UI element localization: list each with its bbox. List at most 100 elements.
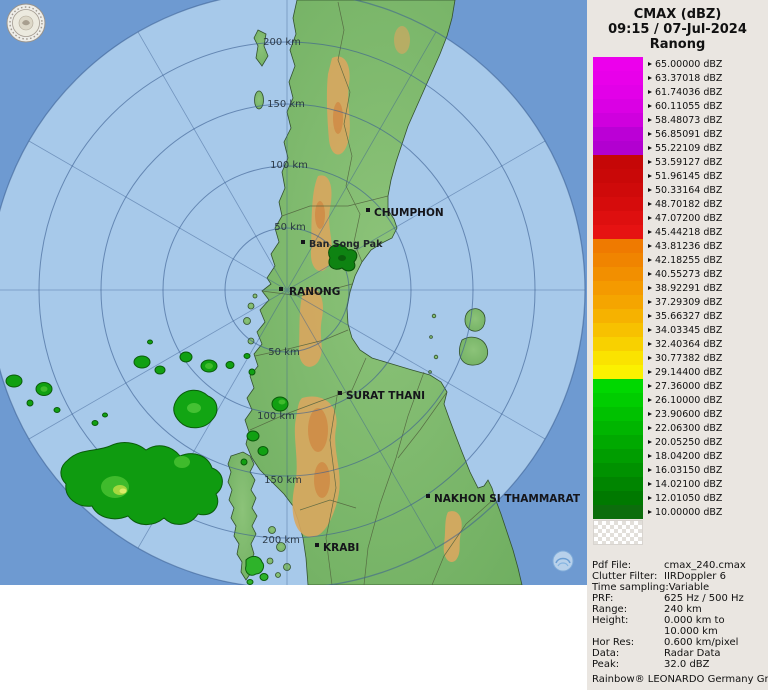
legend-swatch	[593, 99, 643, 113]
legend-swatch	[593, 197, 643, 211]
terrain-peaks	[308, 102, 343, 498]
legend-swatch	[593, 85, 643, 99]
legend-tick	[648, 132, 652, 136]
legend-tick	[648, 230, 652, 234]
range-ring-labels: 200 km 150 km 100 km 50 km 50 km 100 km 150 km…	[257, 37, 308, 546]
city-label: NAKHON SI THAMMARAT	[434, 493, 581, 505]
city-labels: CHUMPHON Ban Song Pak RANONG SURAT THANI NAK…	[279, 207, 581, 554]
legend-entry: 37.29309 dBZ	[593, 295, 722, 309]
info-panel: CMAX (dBZ) 09:15 / 07-Jul-2024 Ranong 65…	[587, 0, 768, 690]
legend-swatch	[593, 211, 643, 225]
vendor-watermark	[552, 550, 574, 572]
range-ring-label: 200 km	[262, 535, 300, 546]
legend-tick	[648, 300, 652, 304]
legend-tick	[648, 384, 652, 388]
legend-tick	[648, 76, 652, 80]
legend-value-label: 50.33164 dBZ	[655, 184, 723, 196]
legend-entry: 29.14400 dBZ	[593, 365, 722, 379]
legend-entry: 43.81236 dBZ	[593, 239, 722, 253]
legend-swatch	[593, 309, 643, 323]
city-label: RANONG	[289, 286, 340, 298]
legend-swatch	[593, 155, 643, 169]
legend-tick	[648, 160, 652, 164]
metadata-label	[592, 626, 664, 637]
legend-swatch	[593, 393, 643, 407]
islet	[247, 302, 255, 310]
legend-swatch	[593, 449, 643, 463]
legend-swatch	[593, 379, 643, 393]
metadata-row: Height: 0.000 km to	[592, 615, 764, 626]
island-samui	[464, 308, 486, 332]
legend-swatch	[593, 365, 643, 379]
city-label: SURAT THANI	[346, 390, 425, 402]
city-marker	[279, 287, 283, 291]
metadata-row: Peak: 32.0 dBZ	[592, 659, 764, 670]
island-north-2	[254, 90, 264, 110]
bay-island	[276, 542, 286, 552]
legend-tick	[648, 510, 652, 514]
legend-swatch	[593, 407, 643, 421]
legend-entry: 12.01050 dBZ	[593, 491, 722, 505]
legend-swatch	[593, 337, 643, 351]
legend-value-label: 35.66327 dBZ	[655, 310, 723, 322]
legend-swatch	[593, 281, 643, 295]
legend-swatch	[593, 477, 643, 491]
reflectivity-legend: 65.00000 dBZ 63.37018 dBZ 61.74036 dBZ 60.1…	[593, 57, 722, 545]
legend-tick	[648, 342, 652, 346]
island-north-1	[253, 29, 269, 67]
vendor-credit: Rainbow® LEONARDO Germany GmbH	[592, 674, 768, 685]
legend-value-label: 38.92291 dBZ	[655, 282, 723, 294]
legend-value-label: 18.04200 dBZ	[655, 450, 723, 462]
legend-value-label: 27.36000 dBZ	[655, 380, 723, 392]
legend-tick	[648, 90, 652, 94]
islet	[431, 313, 437, 319]
legend-entry: 22.06300 dBZ	[593, 421, 722, 435]
legend-value-label: 37.29309 dBZ	[655, 296, 723, 308]
legend-tick	[648, 468, 652, 472]
range-ring-label: 100 km	[257, 411, 295, 422]
legend-value-label: 47.07200 dBZ	[655, 212, 723, 224]
metadata-value: IIRDoppler 6	[664, 571, 726, 582]
legend-entry: 42.18255 dBZ	[593, 253, 722, 267]
legend-tick	[648, 440, 652, 444]
metadata-label: Hor Res:	[592, 637, 635, 648]
legend-tick	[648, 258, 652, 262]
legend-swatch	[593, 57, 643, 71]
city-marker	[301, 240, 305, 244]
product-datetime: 09:15 / 07-Jul-2024	[608, 22, 747, 37]
legend-entry: 30.77382 dBZ	[593, 351, 722, 365]
legend-entry: 20.05250 dBZ	[593, 435, 722, 449]
legend-swatch	[593, 225, 643, 239]
bay-island	[268, 526, 276, 534]
legend-entry: 23.90600 dBZ	[593, 407, 722, 421]
legend-value-label: 40.55273 dBZ	[655, 268, 723, 280]
metadata-value: 10.000 km	[664, 626, 718, 637]
legend-value-label: 63.37018 dBZ	[655, 72, 723, 84]
metadata-row: PRF: 625 Hz / 500 Hz	[592, 593, 764, 604]
city-marker	[426, 494, 430, 498]
metadata-label: Time sampling:	[592, 582, 669, 593]
legend-entry: 50.33164 dBZ	[593, 183, 722, 197]
legend-value-label: 12.01050 dBZ	[655, 492, 723, 504]
scan-metadata: Pdf File: cmax_240.cmax Clutter Filter: IIR…	[592, 560, 768, 685]
legend-value-label: 30.77382 dBZ	[655, 352, 723, 364]
range-ring-label: 150 km	[267, 99, 305, 110]
legend-swatch	[593, 323, 643, 337]
legend-value-label: 58.48073 dBZ	[655, 114, 723, 126]
legend-swatch	[593, 491, 643, 505]
range-ring-label: 100 km	[270, 160, 308, 171]
legend-entry: 48.70182 dBZ	[593, 197, 722, 211]
legend-entry: 58.48073 dBZ	[593, 113, 722, 127]
metadata-value: 625 Hz / 500 Hz	[664, 593, 744, 604]
legend-tick	[648, 328, 652, 332]
legend-tick	[648, 216, 652, 220]
radar-map: 200 km 150 km 100 km 50 km 50 km 100 km 150 km…	[0, 0, 587, 585]
legend-swatch	[593, 169, 643, 183]
city-marker	[338, 391, 342, 395]
legend-value-label: 10.00000 dBZ	[655, 506, 723, 518]
legend-tick	[648, 398, 652, 402]
legend-swatch	[593, 505, 643, 519]
legend-value-label: 14.02100 dBZ	[655, 478, 723, 490]
metadata-row: Data: Radar Data	[592, 648, 764, 659]
